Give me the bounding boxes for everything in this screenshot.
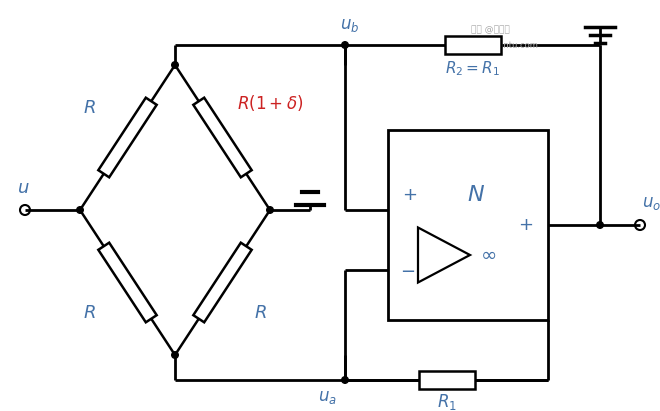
Text: $R$: $R$ [83,303,96,321]
Circle shape [172,352,178,358]
Circle shape [267,207,273,213]
Text: 知乎 @十橘情: 知乎 @十橘情 [471,25,510,35]
Text: jiexiantu.com: jiexiantu.com [482,41,539,49]
Bar [418,371,475,389]
Polygon shape [193,98,251,177]
Text: $u$: $u$ [16,179,29,197]
Circle shape [172,62,178,68]
Polygon shape [193,242,251,322]
Circle shape [342,377,348,383]
Text: $+$: $+$ [403,186,418,204]
Text: $\infty$: $\infty$ [480,246,496,264]
Text: $R(1+\delta)$: $R(1+\delta)$ [238,92,304,113]
Bar [388,130,548,320]
Circle shape [342,42,348,48]
Text: $R$: $R$ [83,99,96,116]
Polygon shape [98,242,156,322]
Text: $N$: $N$ [467,184,485,206]
Polygon shape [98,98,156,177]
Text: $u_b$: $u_b$ [341,16,360,34]
Circle shape [77,207,83,213]
Text: $R_1$: $R_1$ [436,392,457,411]
Text: $u_a$: $u_a$ [317,390,337,406]
Text: $-$: $-$ [400,261,415,279]
Text: $R$: $R$ [254,303,267,321]
Text: $+$: $+$ [519,216,533,234]
Bar [444,36,500,54]
Circle shape [597,222,603,228]
Text: $R_2=R_1$: $R_2=R_1$ [445,60,500,79]
Text: $u_o$: $u_o$ [642,194,660,212]
